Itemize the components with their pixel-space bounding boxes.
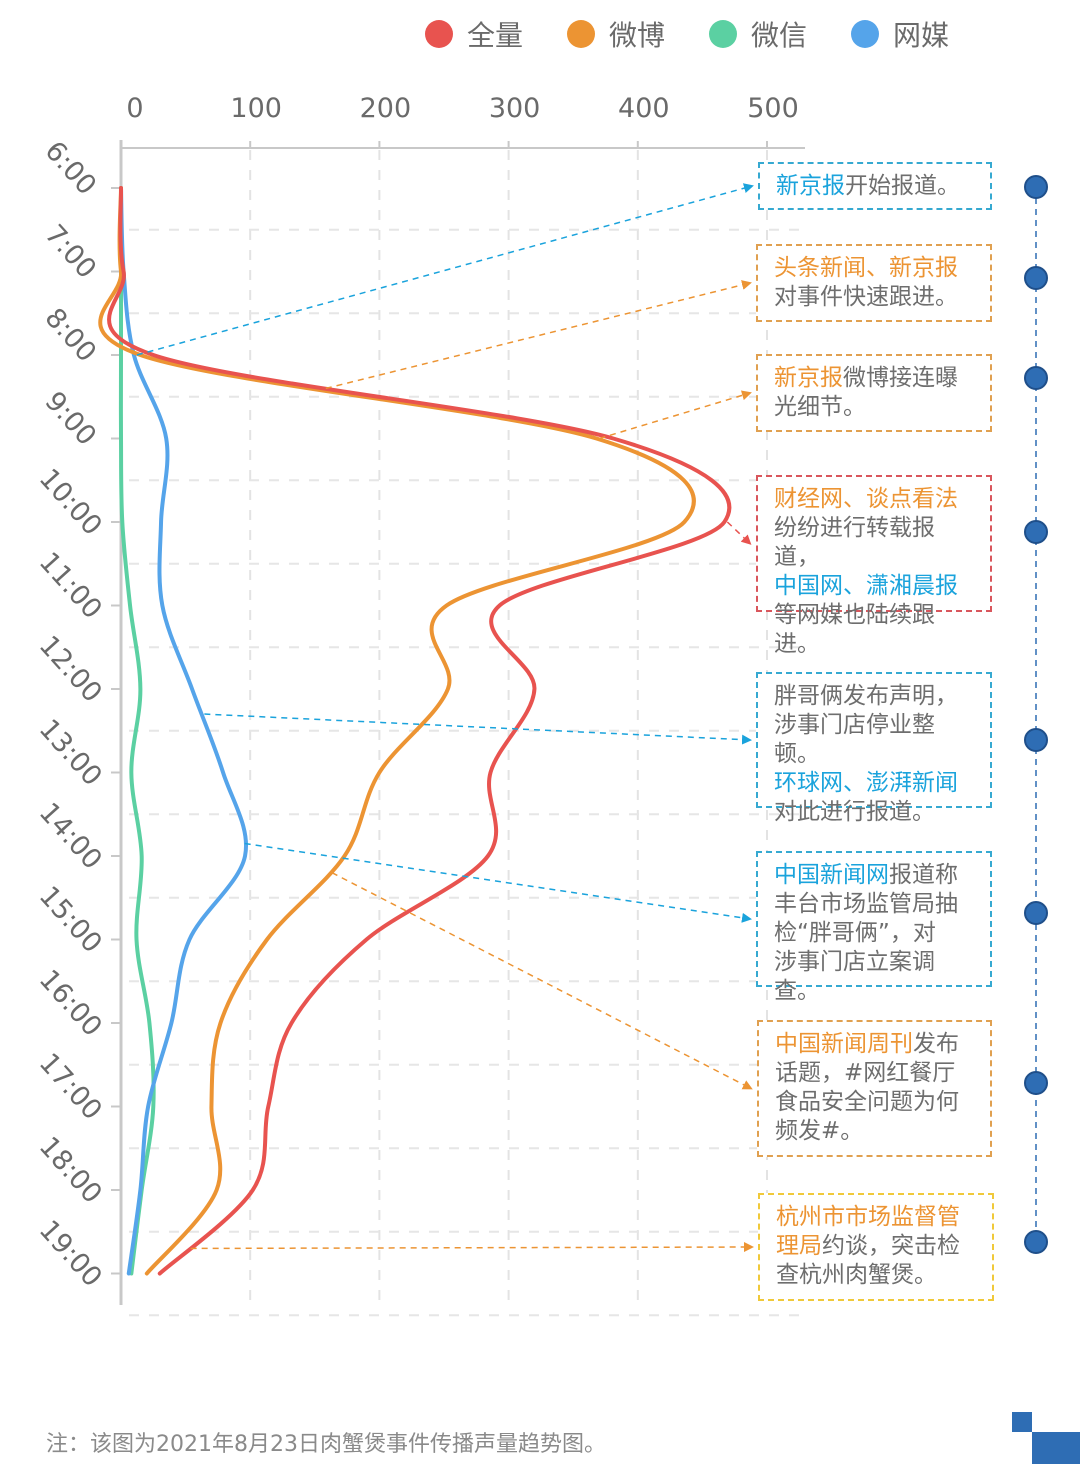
annotation-text: 发布 话题，#网红餐厅 食品安全问题为何 频发#。: [775, 1031, 959, 1144]
chart-legend: 全量 微博 微信 网媒: [425, 14, 993, 54]
legend-label: 微博: [609, 19, 666, 52]
timeline-dot-icon: [1024, 728, 1048, 752]
corner-decoration-square: [1012, 1412, 1032, 1432]
annotation-text: 报道称 丰台市场监管局抽 检“胖哥俩”，对 涉事门店立案调查。: [774, 862, 958, 1004]
legend-label: 微信: [751, 19, 808, 52]
y-tick-label: 17:00: [33, 1048, 108, 1127]
y-tick-label: 15:00: [33, 881, 108, 960]
annotation-text: 财经网、谈点看法: [774, 486, 958, 512]
y-tick-label: 7:00: [39, 219, 103, 285]
series-line-web-media: [119, 186, 249, 1276]
annotation-callout: 胖哥俩发布声明， 涉事门店停业整顿。 环球网、澎湃新闻 对此进行报道。: [756, 672, 992, 825]
annotation-text: 环球网、澎湃新闻: [774, 770, 958, 796]
annotation-connector: [325, 280, 752, 390]
annotation-text: 中国新闻周刊: [775, 1031, 913, 1057]
annotation-callout: 新京报微博接连曝 光细节。: [756, 354, 992, 432]
timeline-dot-icon: [1024, 1071, 1048, 1095]
legend-dot-icon: [709, 20, 738, 48]
annotation-connector: [244, 842, 752, 923]
legend-item-total[interactable]: 全量: [425, 14, 523, 54]
annotation-text: 对事件快速跟进。: [774, 284, 958, 310]
y-tick-label: 9:00: [39, 386, 103, 452]
y-tick-label: 12:00: [33, 630, 108, 709]
series-line-wechat: [118, 186, 156, 1276]
legend-item-wechat[interactable]: 微信: [709, 14, 807, 54]
timeline-dot-icon: [1024, 175, 1048, 199]
timeline-dot-icon: [1024, 1230, 1048, 1254]
y-tick-label: 16:00: [33, 964, 108, 1043]
x-tick-label: 500: [747, 93, 799, 124]
y-tick-label: 13:00: [33, 714, 108, 793]
corner-decoration-block: [1032, 1432, 1080, 1464]
annotation-text: 杭州市市场监督管 理局: [776, 1204, 960, 1259]
x-tick-label: 100: [230, 93, 282, 124]
annotation-text: 新京报: [774, 365, 843, 391]
annotation-callout: 头条新闻、新京报 对事件快速跟进。: [756, 244, 992, 322]
annotation-text: 中国新闻网: [774, 862, 889, 888]
annotation-callout: 中国新闻网报道称 丰台市场监管局抽 检“胖哥俩”，对 涉事门店立案调查。: [756, 851, 992, 1004]
timeline-dot-icon: [1024, 366, 1048, 390]
x-tick-label: 400: [618, 93, 670, 124]
annotation-text: 微博接连曝 光细节。: [774, 365, 958, 420]
annotation-connector: [190, 1242, 754, 1253]
y-tick-label: 10:00: [33, 463, 108, 542]
x-tick-label: 300: [489, 93, 541, 124]
footnote: 注：该图为2021年8月23日肉蟹煲事件传播声量趋势图。: [46, 1432, 606, 1457]
annotation-text: 开始报道。: [845, 173, 960, 199]
y-tick-label: 11:00: [33, 547, 108, 626]
y-tick-label: 6:00: [39, 135, 103, 201]
timeline-dot-icon: [1024, 266, 1048, 290]
annotation-text: 中国网、潇湘晨报: [774, 573, 958, 599]
annotation-text: 头条新闻、新京报: [774, 255, 958, 281]
legend-item-weibo[interactable]: 微博: [567, 14, 665, 54]
annotation-connector: [136, 183, 754, 356]
annotation-connector: [204, 713, 752, 745]
legend-dot-icon: [425, 20, 453, 48]
annotation-text: 新京报: [776, 173, 845, 199]
y-tick-label: 8:00: [39, 302, 103, 368]
legend-item-web-media[interactable]: 网媒: [851, 14, 949, 54]
x-tick-label: 200: [360, 93, 412, 124]
timeline-dot-icon: [1024, 520, 1048, 544]
timeline-dot-icon: [1024, 901, 1048, 925]
annotation-callout: 新京报开始报道。: [758, 162, 992, 210]
legend-label: 全量: [467, 19, 524, 52]
series-line-total: [107, 186, 732, 1276]
y-tick-label: 19:00: [33, 1215, 108, 1294]
annotation-callout: 财经网、谈点看法 纷纷进行转载报道， 中国网、潇湘晨报 等网媒也陆续跟进。: [756, 475, 992, 657]
annotation-callout: 中国新闻周刊发布 话题，#网红餐厅 食品安全问题为何 频发#。: [757, 1020, 992, 1157]
legend-label: 网媒: [893, 19, 950, 52]
annotation-text: 约谈，突击检 查杭州肉蟹煲。: [776, 1233, 960, 1288]
y-tick-label: 18:00: [33, 1131, 108, 1210]
annotation-connector: [726, 521, 752, 545]
annotation-callout: 杭州市市场监督管 理局约谈，突击检 查杭州肉蟹煲。: [758, 1193, 994, 1301]
annotation-text: 对此进行报道。: [774, 799, 935, 825]
annotation-connector: [331, 872, 753, 1090]
x-tick-label: 0: [126, 93, 143, 124]
legend-dot-icon: [567, 20, 596, 48]
y-tick-label: 14:00: [33, 797, 108, 876]
annotation-connector: [599, 390, 752, 440]
annotation-text: 胖哥俩发布声明， 涉事门店停业整顿。: [774, 683, 958, 767]
annotation-text: 等网媒也陆续跟进。: [774, 602, 935, 657]
annotation-text: 纷纷进行转载报道，: [774, 515, 935, 570]
series-line-weibo: [98, 186, 696, 1276]
legend-dot-icon: [851, 20, 880, 48]
